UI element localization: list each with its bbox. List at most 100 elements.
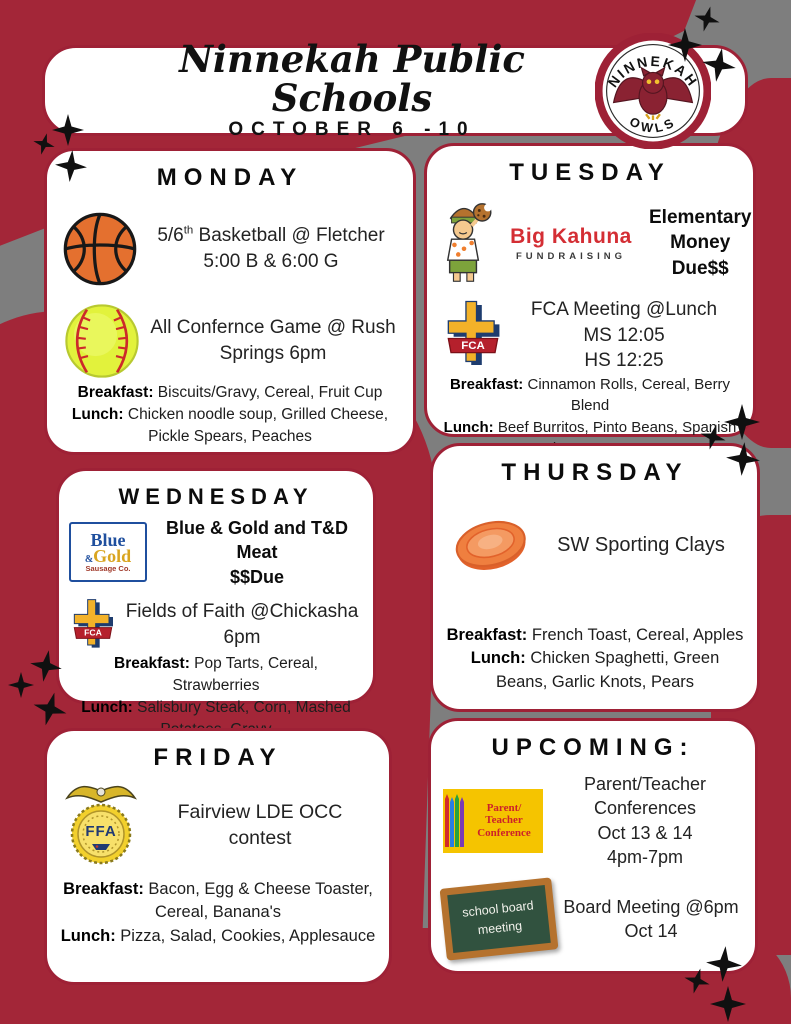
event-text: Board Meeting @6pm Oct 14	[559, 895, 743, 944]
event-row: Blue &Gold Sausage Co. Blue & Gold and T…	[59, 516, 373, 589]
lunch-items: Chicken Spaghetti, Green Beans, Garlic K…	[495, 649, 720, 691]
day-title-friday: FRIDAY	[153, 744, 283, 771]
big-kahuna-mascot-icon	[446, 203, 492, 282]
day-title-wednesday: WEDNESDAY	[118, 484, 314, 509]
fca-label: FCA	[84, 628, 103, 638]
breakfast-label: Breakfast:	[114, 654, 190, 672]
event-line: FCA Meeting @Lunch	[530, 299, 718, 320]
lunch-items: Pizza, Salad, Cookies, Applesauce	[115, 926, 376, 945]
event-line: Blue & Gold and T&D Meat	[166, 518, 348, 563]
logo-sub-text: Sausage Co.	[85, 564, 131, 574]
breakfast-label: Breakfast:	[77, 384, 154, 401]
event-line: Oct 14	[624, 921, 678, 942]
ninnekah-owls-logo: NINNEKAH OWLS	[594, 31, 712, 150]
day-title-tuesday: TUESDAY	[509, 159, 671, 186]
event-row: FCA FCA Meeting @Lunch MS 12:05 HS 12:25	[427, 297, 753, 374]
breakfast-label: Breakfast:	[449, 375, 524, 393]
event-line: 5/6	[157, 225, 184, 247]
event-row: All Confernce Game @ Rush Springs 6pm	[47, 300, 413, 382]
upcoming-card: UPCOMING: Parent/ Teacher Conference Par…	[428, 718, 758, 974]
logo-gold-text: Gold	[93, 546, 132, 567]
event-text: 5/6th Basketball @ Fletcher 5:00 B & 6:0…	[143, 223, 399, 274]
date-range: OCTOBER 6 -10	[228, 119, 476, 141]
event-text: All Confernce Game @ Rush Springs 6pm	[150, 317, 396, 364]
sparkle-icon	[691, 3, 723, 35]
breakfast-items: Bacon, Egg & Cheese Toaster, Cereal, Ban…	[143, 879, 373, 922]
meals-text: Breakfast: Pop Tarts, Cereal, Strawberri…	[59, 653, 373, 741]
big-kahuna-brand: Big Kahuna FUNDRAISING	[497, 225, 645, 262]
wednesday-card: WEDNESDAY Blue &Gold Sausage Co. Blue & …	[56, 468, 376, 738]
breakfast-label: Breakfast:	[63, 879, 144, 898]
logo-blue-text: Blue	[90, 529, 126, 550]
tuesday-card: TUESDAY Big Kahuna FUNDRAISING	[424, 143, 756, 457]
event-text: Fields of Faith @Chickasha 6pm	[121, 599, 363, 650]
event-line: Oct 13 & 14	[597, 822, 693, 843]
breakfast-items: Biscuits/Gravy, Cereal, Fruit Cup	[153, 384, 383, 401]
breakfast-items: Cinnamon Rolls, Cereal, Berry Blend	[523, 375, 731, 415]
event-row: FCA Fields of Faith @Chickasha 6pm	[59, 597, 373, 653]
pt-icon-line: Conference	[477, 826, 531, 839]
pt-icon-line: Parent/	[486, 801, 522, 814]
header-card: Ninnekah Public Schools OCTOBER 6 -10 NI…	[42, 31, 748, 150]
ffa-emblem-icon: FFA	[65, 785, 137, 865]
event-line: Parent/Teacher Conferences	[583, 774, 707, 819]
owl-mascot-icon	[612, 66, 694, 115]
breakfast-items: French Toast, Cereal, Apples	[527, 625, 744, 644]
parent-teacher-conference-icon: Parent/ Teacher Conference	[443, 788, 543, 853]
clay-target-icon	[455, 520, 526, 570]
event-text: Fairview LDE OCC contest	[177, 800, 343, 849]
event-text: SW Sporting Clays	[557, 533, 725, 556]
event-row: school board meeting Board Meeting @6pm …	[431, 877, 755, 961]
lunch-label: Lunch:	[443, 418, 494, 436]
crayons-icon	[445, 793, 464, 847]
brand-subtitle: FUNDRAISING	[516, 250, 626, 262]
lunch-label: Lunch:	[60, 926, 116, 945]
fca-label: FCA	[461, 341, 485, 353]
event-text: Elementary Money Due$$	[649, 205, 751, 282]
friday-card: FRIDAY FFA Fairview LDE OCC contest Brea…	[44, 728, 392, 985]
monday-card: MONDAY 5/6th Basketball @ Fletcher 5:00 …	[44, 148, 416, 455]
day-title-monday: MONDAY	[156, 164, 304, 191]
lunch-label: Lunch:	[81, 698, 133, 716]
event-line: $$Due	[229, 566, 285, 587]
page-title: Ninnekah Public Schools	[179, 36, 525, 120]
event-row: Big Kahuna FUNDRAISING Elementary Money …	[427, 199, 753, 287]
event-text: FCA Meeting @Lunch MS 12:05 HS 12:25	[509, 297, 739, 374]
event-row: FFA Fairview LDE OCC contest	[47, 776, 389, 874]
event-line: 4pm-7pm	[606, 846, 684, 867]
thursday-card: THURSDAY SW Sporting Clays Breakfast: Fr…	[430, 443, 760, 712]
ffa-label: FFA	[85, 823, 116, 840]
event-row: 5/6th Basketball @ Fletcher 5:00 B & 6:0…	[47, 210, 413, 288]
lunch-items: Chicken noodle soup, Grilled Cheese, Pic…	[123, 406, 389, 445]
chalkboard-icon: school board meeting	[439, 877, 559, 961]
event-line: Money Due$$	[670, 232, 731, 279]
meals-text: Breakfast: French Toast, Cereal, Apples …	[433, 624, 757, 694]
event-row: Parent/ Teacher Conference Parent/Teache…	[431, 772, 755, 869]
upcoming-title: UPCOMING:	[491, 734, 695, 761]
blue-gold-logo-icon: Blue &Gold Sausage Co.	[69, 522, 147, 583]
softball-icon	[65, 304, 139, 378]
spacer	[431, 955, 755, 971]
event-line: Fields of Faith @Chickasha	[125, 601, 359, 623]
event-text: Parent/Teacher Conferences Oct 13 & 14 4…	[547, 772, 743, 869]
pt-icon-text: Parent/ Teacher Conference	[465, 802, 543, 840]
board-icon-line: meeting	[477, 918, 523, 938]
breakfast-items: Pop Tarts, Cereal, Strawberries	[172, 654, 318, 694]
lunch-label: Lunch:	[470, 649, 526, 668]
svg-text:OWLS: OWLS	[627, 113, 679, 135]
fca-logo-icon: FCA	[73, 599, 113, 648]
ordinal-sup: th	[183, 225, 194, 238]
event-line: Board Meeting @6pm	[563, 896, 739, 917]
event-row: SW Sporting Clays	[433, 511, 757, 579]
event-line: 5:00 B & 6:00 G	[203, 251, 339, 272]
meals-text: Breakfast: Biscuits/Gravy, Cereal, Fruit…	[47, 382, 413, 448]
lunch-label: Lunch:	[71, 406, 124, 423]
breakfast-label: Breakfast:	[446, 625, 528, 644]
logo-arc-bottom: OWLS	[627, 113, 675, 135]
basketball-icon	[63, 212, 137, 286]
event-line: HS 12:25	[584, 350, 664, 372]
header-text: Ninnekah Public Schools OCTOBER 6 -10	[45, 36, 595, 142]
brand-name: Big Kahuna	[510, 224, 632, 248]
event-line: 6pm	[223, 626, 261, 648]
